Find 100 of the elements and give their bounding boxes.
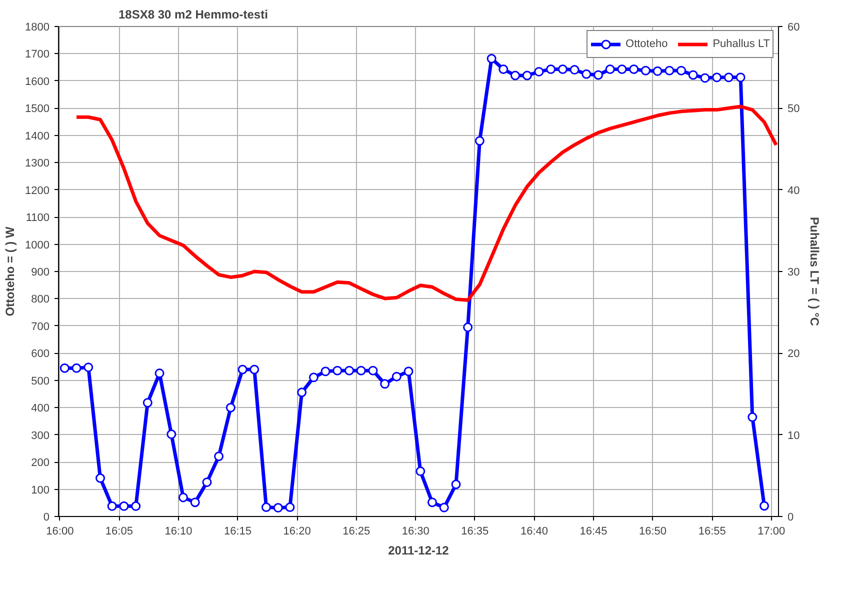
point bbox=[570, 65, 580, 75]
point bbox=[297, 388, 307, 398]
y2-tick-label: 10 bbox=[788, 430, 800, 442]
x-tick-label: 17:00 bbox=[758, 526, 786, 538]
point bbox=[107, 501, 117, 511]
x-tick-label: 16:20 bbox=[283, 526, 311, 538]
point bbox=[594, 70, 604, 80]
line-series bbox=[74, 104, 778, 302]
point bbox=[119, 501, 129, 511]
y2-tick-label: 40 bbox=[788, 184, 800, 197]
y-tick-label: 1200 bbox=[25, 184, 50, 197]
x-tick-label: 16:55 bbox=[698, 526, 726, 538]
y-tick-label: 200 bbox=[31, 457, 50, 470]
point bbox=[332, 366, 342, 376]
point bbox=[427, 498, 437, 508]
point bbox=[474, 136, 484, 146]
point bbox=[724, 72, 734, 82]
point bbox=[84, 362, 94, 372]
point bbox=[463, 322, 473, 332]
point bbox=[261, 502, 271, 512]
point bbox=[238, 364, 248, 374]
point bbox=[308, 372, 318, 382]
y2-tick-label: 50 bbox=[788, 103, 800, 116]
y-tick-label: 1100 bbox=[26, 212, 50, 224]
point bbox=[676, 66, 686, 76]
point bbox=[629, 64, 639, 74]
point bbox=[72, 363, 82, 373]
point bbox=[582, 69, 592, 79]
point bbox=[736, 72, 746, 82]
x-tick-label: 16:50 bbox=[639, 526, 667, 538]
x-tick-label: 16:05 bbox=[105, 526, 133, 538]
x-tick-label: 16:15 bbox=[224, 526, 252, 538]
x-tick-label: 16:30 bbox=[402, 526, 430, 538]
point bbox=[617, 64, 627, 74]
point bbox=[380, 379, 390, 389]
legend-label: Puhallus LT bbox=[712, 38, 770, 50]
y2-tick-label: 0 bbox=[788, 512, 794, 524]
point bbox=[558, 64, 568, 74]
point bbox=[652, 66, 662, 76]
point bbox=[510, 70, 520, 80]
legend-label: Ottoteho bbox=[626, 38, 668, 50]
point bbox=[640, 66, 650, 76]
point bbox=[273, 503, 283, 513]
y-tick-label: 1700 bbox=[25, 48, 50, 61]
y-tick-label: 600 bbox=[31, 348, 50, 360]
chart-title: 18SX8 30 m2 Hemmo-testi bbox=[118, 8, 268, 22]
y-tick-label: 400 bbox=[31, 402, 50, 415]
point bbox=[546, 64, 556, 74]
y-tick-label: 1400 bbox=[25, 130, 50, 142]
y-tick-label: 1600 bbox=[25, 76, 50, 88]
point bbox=[356, 366, 366, 376]
y2-tick-label: 30 bbox=[788, 266, 800, 278]
point bbox=[664, 66, 674, 76]
point bbox=[285, 502, 295, 512]
y-tick-label: 0 bbox=[43, 512, 50, 524]
point bbox=[178, 492, 188, 502]
point bbox=[392, 372, 402, 382]
point bbox=[534, 66, 544, 76]
point bbox=[522, 70, 532, 80]
point bbox=[416, 466, 426, 476]
point bbox=[96, 473, 106, 483]
point bbox=[131, 501, 141, 511]
x-tick-label: 16:35 bbox=[461, 526, 489, 538]
y-axis-title: Ottoteho = ( ) W bbox=[3, 226, 18, 316]
point bbox=[404, 366, 414, 376]
x-tick-label: 16:25 bbox=[342, 526, 370, 538]
point bbox=[688, 70, 698, 80]
point bbox=[748, 412, 758, 422]
y-tick-label: 900 bbox=[31, 266, 50, 278]
y-tick-label: 1300 bbox=[25, 158, 50, 170]
y2-tick-label: 20 bbox=[788, 348, 800, 360]
y-tick-label: 800 bbox=[31, 294, 50, 306]
point bbox=[712, 72, 722, 82]
point bbox=[451, 480, 461, 490]
point bbox=[60, 363, 70, 373]
point bbox=[498, 64, 508, 74]
x-tick-label: 16:10 bbox=[164, 526, 192, 538]
y2-tick-label: 60 bbox=[788, 22, 800, 34]
point bbox=[250, 364, 260, 374]
x-axis-title: 2011-12-12 bbox=[388, 544, 450, 558]
point bbox=[202, 477, 212, 487]
point bbox=[214, 452, 224, 462]
point bbox=[486, 54, 496, 64]
x-tick-label: 16:00 bbox=[46, 526, 74, 538]
point bbox=[700, 73, 710, 83]
point bbox=[760, 501, 770, 511]
point bbox=[605, 64, 615, 74]
point bbox=[344, 366, 354, 376]
point bbox=[320, 366, 330, 376]
y-tick-label: 1000 bbox=[25, 239, 50, 252]
y-tick-label: 300 bbox=[31, 430, 50, 442]
point bbox=[154, 368, 164, 378]
y-tick-label: 700 bbox=[31, 320, 50, 333]
point bbox=[142, 398, 152, 408]
x-tick-label: 16:45 bbox=[580, 526, 608, 538]
point bbox=[226, 402, 236, 412]
y-tick-label: 1500 bbox=[25, 103, 50, 116]
y2-axis-title: Puhallus LT = ( ) °C bbox=[808, 217, 822, 326]
point bbox=[368, 366, 378, 376]
y-tick-label: 100 bbox=[31, 484, 50, 496]
